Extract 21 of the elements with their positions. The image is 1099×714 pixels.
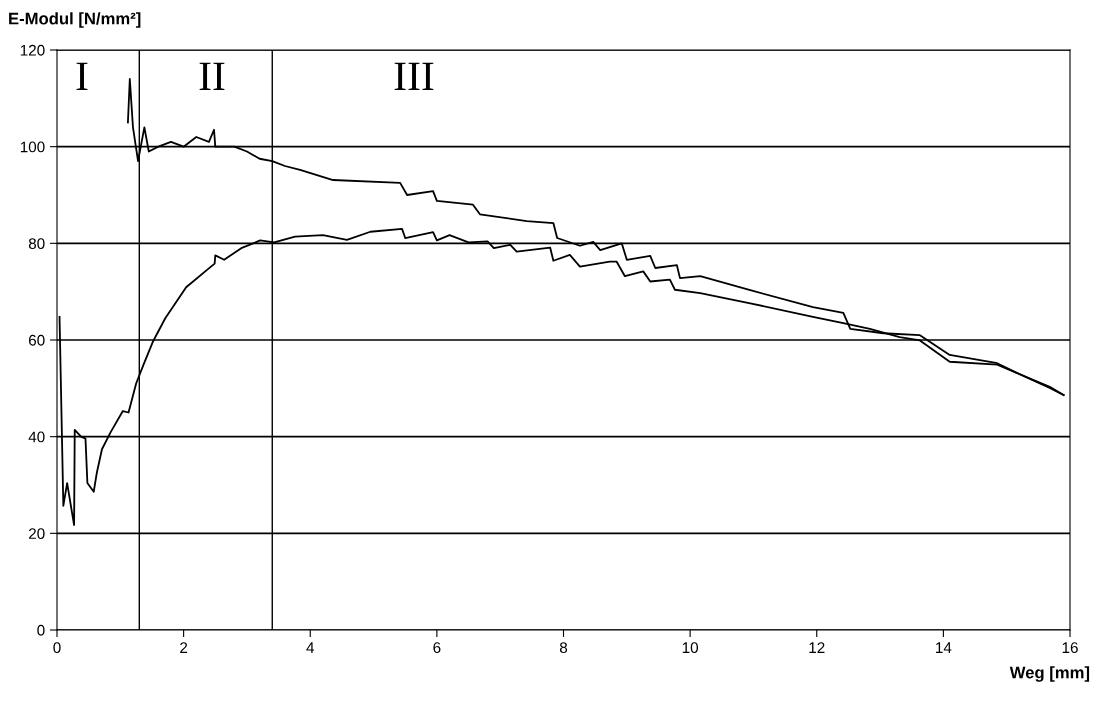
y-tick-label: 120 — [20, 44, 45, 56]
annotation: III — [394, 62, 434, 90]
x-tick-label: 12 — [809, 642, 825, 653]
x-tick-label: 14 — [936, 642, 952, 653]
y-tick-label: 80 — [28, 238, 45, 250]
y-tick-label: 40 — [28, 431, 45, 443]
x-tick-label: 0 — [53, 642, 61, 654]
annotation: II — [199, 62, 225, 90]
x-tick-label: 16 — [1062, 642, 1078, 654]
y-tick-label: 20 — [28, 528, 45, 540]
x-tick-label: 4 — [306, 642, 315, 653]
x-tick-label: 2 — [180, 642, 188, 653]
y-tick-label: 100 — [20, 141, 45, 153]
x-axis-title: Weg [mm] — [1009, 666, 1090, 682]
x-tick-label: 10 — [682, 642, 699, 654]
annotation: I — [76, 62, 88, 90]
x-tick-label: 8 — [559, 642, 568, 654]
x-tick-label: 6 — [433, 642, 441, 654]
y-axis-title: E-Modul [N/mm²] — [9, 12, 141, 28]
y-tick-label: 0 — [37, 624, 45, 636]
y-tick-label: 60 — [28, 334, 45, 346]
